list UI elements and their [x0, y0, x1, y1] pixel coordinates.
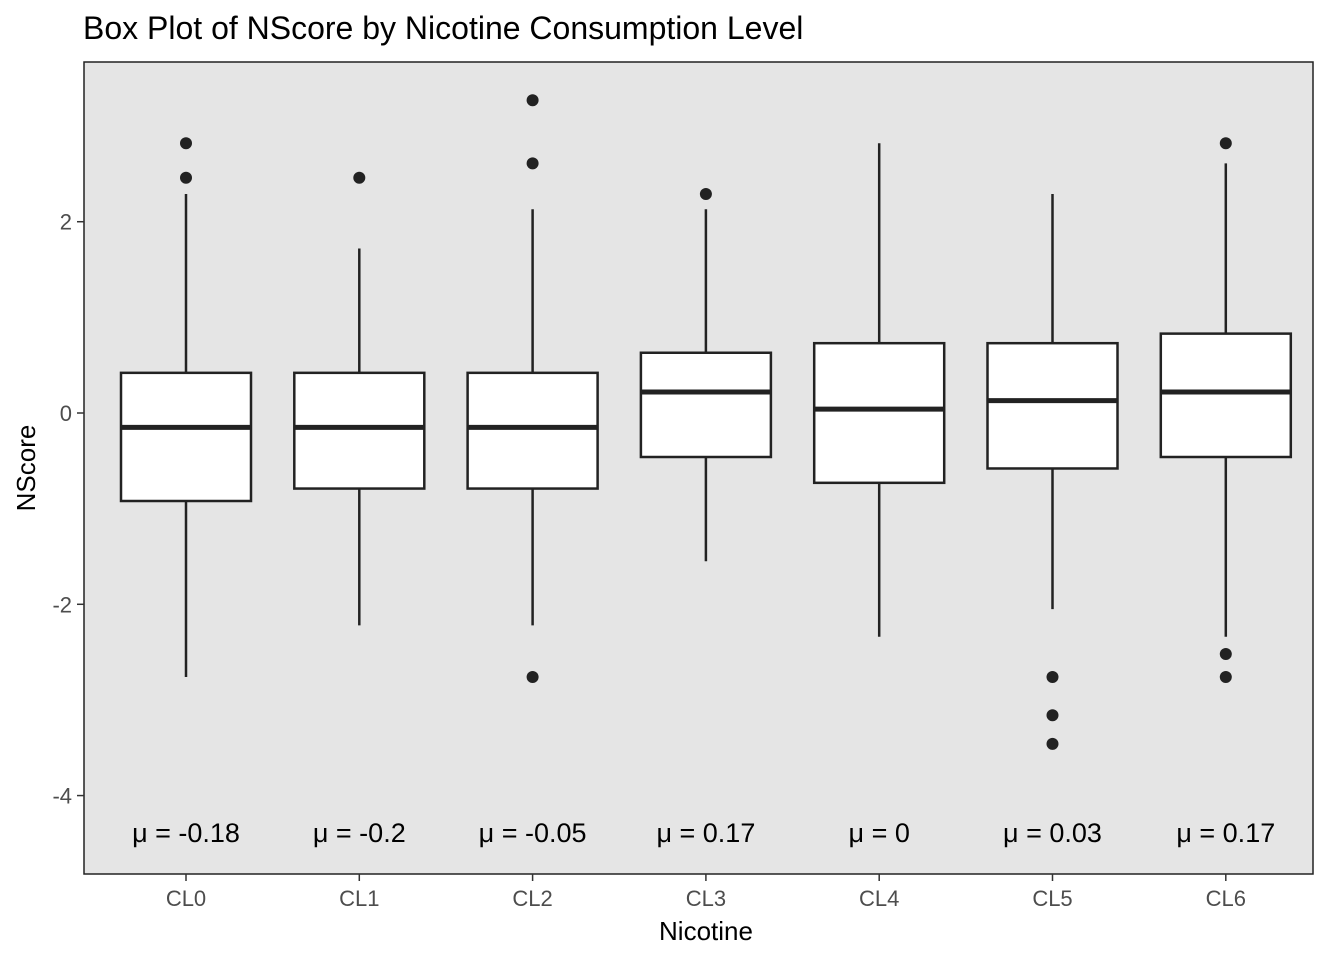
- mean-label: μ = 0.03: [1003, 818, 1102, 848]
- x-axis-title: Nicotine: [659, 916, 753, 946]
- mean-label: μ = -0.05: [479, 818, 587, 848]
- outlier-point: [1046, 709, 1059, 722]
- outlier-point: [526, 157, 539, 170]
- x-tick-label: CL2: [512, 886, 552, 911]
- y-axis-title: NScore: [11, 425, 41, 512]
- x-tick-label: CL4: [859, 886, 899, 911]
- outlier-point: [1046, 670, 1059, 683]
- y-tick-label: 2: [60, 210, 72, 235]
- iqr-box: [812, 341, 946, 485]
- chart-marks: μ = -0.18 μ = -0.2 μ = -0.05 μ = 0.17 μ = 0 μ…: [119, 94, 1293, 848]
- x-tick-label: CL6: [1206, 886, 1246, 911]
- x-tick-label: CL1: [339, 886, 379, 911]
- plot-panel: [83, 61, 1314, 875]
- box-group-cl2: μ = -0.05: [466, 94, 599, 848]
- box-group-cl4: μ = 0: [812, 143, 946, 848]
- iqr-box: [119, 371, 253, 503]
- chart-title: Box Plot of NScore by Nicotine Consumpti…: [83, 10, 803, 46]
- x-axis: CL0 CL1 CL2 CL3 CL4 CL5 CL6: [166, 874, 1246, 911]
- iqr-box: [986, 341, 1119, 470]
- mean-label: μ = 0.17: [1176, 818, 1275, 848]
- x-tick-label: CL3: [686, 886, 726, 911]
- y-tick-label: 0: [60, 401, 72, 426]
- outlier-point: [526, 670, 539, 683]
- box-group-cl3: μ = 0.17: [639, 187, 773, 848]
- x-tick-label: CL0: [166, 886, 206, 911]
- iqr-box: [293, 371, 426, 490]
- outlier-point: [180, 171, 192, 184]
- box-group-cl0: μ = -0.18: [119, 137, 253, 848]
- outlier-point: [699, 187, 712, 200]
- outlier-point: [1046, 737, 1059, 750]
- outlier-point: [1219, 648, 1232, 661]
- mean-label: μ = 0.17: [656, 818, 755, 848]
- iqr-box: [639, 351, 773, 459]
- mean-label: μ = -0.18: [132, 818, 240, 848]
- box-group-cl1: μ = -0.2: [293, 171, 426, 848]
- y-axis: -4 -2 0 2: [52, 210, 84, 809]
- outlier-point: [1219, 670, 1232, 683]
- outlier-point: [526, 94, 539, 107]
- y-tick-label: -4: [52, 784, 72, 809]
- x-tick-label: CL5: [1032, 886, 1072, 911]
- y-tick-label: -2: [52, 592, 72, 617]
- mean-label: μ = -0.2: [313, 818, 406, 848]
- iqr-box: [1159, 332, 1293, 459]
- outlier-point: [353, 171, 366, 184]
- mean-label: μ = 0: [849, 818, 910, 848]
- outlier-point: [180, 137, 192, 150]
- box-group-cl5: μ = 0.03: [986, 193, 1119, 848]
- outlier-point: [1219, 137, 1232, 150]
- iqr-box: [466, 371, 599, 490]
- box-group-cl6: μ = 0.17: [1159, 137, 1293, 848]
